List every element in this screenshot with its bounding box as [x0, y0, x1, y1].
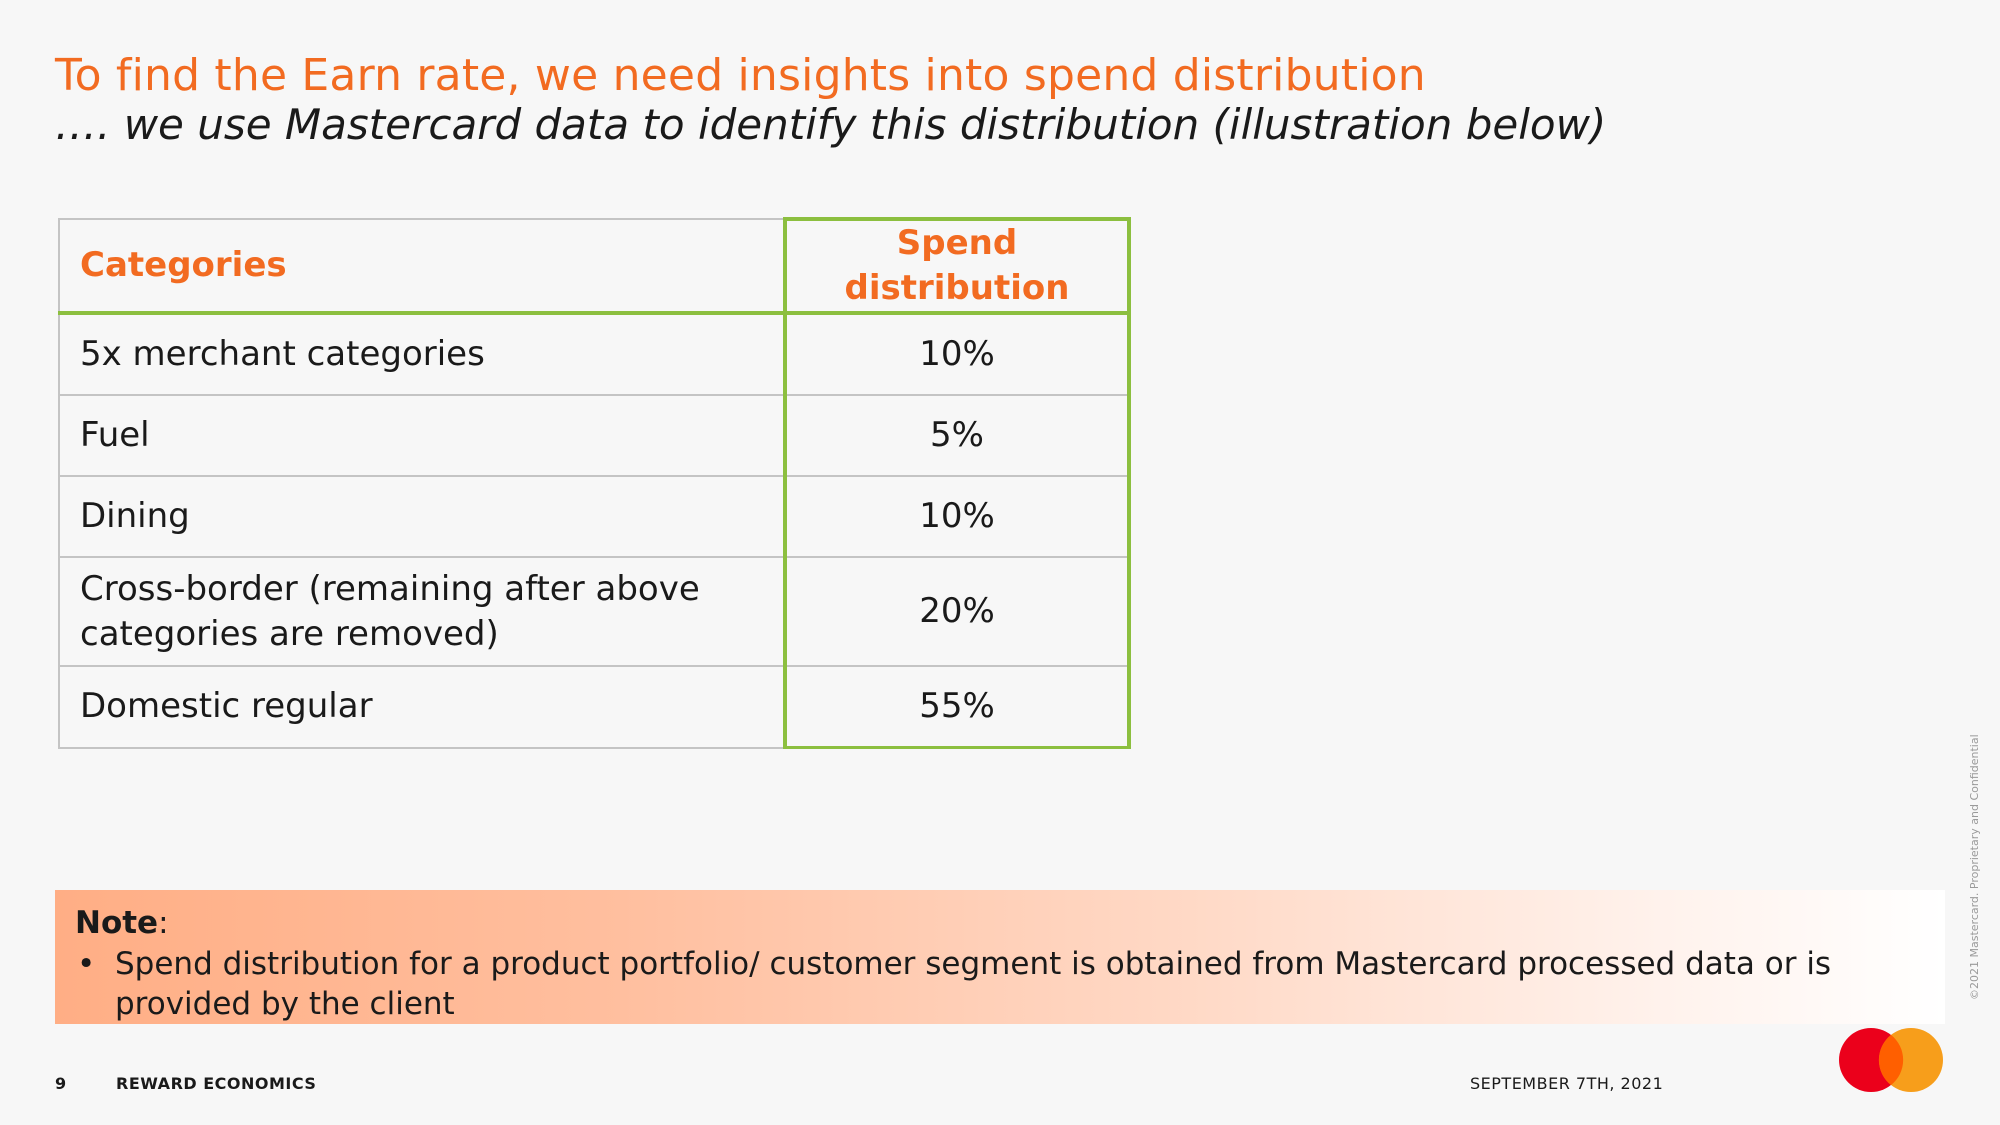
- note-suffix: :: [158, 905, 169, 941]
- category-cell: 5x merchant categories: [58, 312, 786, 396]
- note-box: Note: • Spend distribution for a product…: [55, 890, 1945, 1024]
- page-number: 9: [55, 1074, 67, 1093]
- value-cell: 10%: [783, 475, 1131, 558]
- category-cell: Cross-border (remaining after above cate…: [58, 556, 786, 667]
- note-heading: Note:: [75, 902, 1925, 944]
- note-label: Note: [75, 905, 159, 941]
- header-categories: Categories: [58, 218, 786, 315]
- table-row: Fuel 5%: [58, 394, 1131, 477]
- table-row: Domestic regular 55%: [58, 665, 1131, 749]
- category-cell: Domestic regular: [58, 665, 786, 749]
- footer-section-name: REWARD ECONOMICS: [116, 1074, 317, 1093]
- note-list: • Spend distribution for a product portf…: [75, 944, 1925, 1024]
- header-spend-distribution: Spend distribution: [783, 217, 1131, 315]
- value-cell: 20%: [783, 556, 1131, 667]
- logo-overlap: [1878, 1034, 1904, 1086]
- footer-date: SEPTEMBER 7TH, 2021: [1470, 1074, 1664, 1093]
- value-cell: 5%: [783, 394, 1131, 477]
- table-row: Cross-border (remaining after above cate…: [58, 556, 1131, 667]
- table-row: Dining 10%: [58, 475, 1131, 558]
- note-item: • Spend distribution for a product portf…: [75, 944, 1925, 1024]
- value-cell: 55%: [783, 665, 1131, 749]
- category-cell: Fuel: [58, 394, 786, 477]
- bullet-icon: •: [77, 946, 96, 982]
- copyright-notice: ©2021 Mastercard. Proprietary and Confid…: [1968, 734, 1981, 1000]
- table-row: 5x merchant categories 10%: [58, 312, 1131, 396]
- note-item-text: Spend distribution for a product portfol…: [115, 946, 1832, 1022]
- mastercard-logo-icon: [1839, 1028, 1943, 1092]
- table-header-row: Categories Spend distribution: [58, 217, 1131, 315]
- slide-subtitle: …. we use Mastercard data to identify th…: [55, 100, 1607, 149]
- spend-distribution-table: Categories Spend distribution 5x merchan…: [58, 217, 1131, 749]
- slide-title: To find the Earn rate, we need insights …: [55, 50, 1426, 101]
- category-cell: Dining: [58, 475, 786, 558]
- value-cell: 10%: [783, 312, 1131, 396]
